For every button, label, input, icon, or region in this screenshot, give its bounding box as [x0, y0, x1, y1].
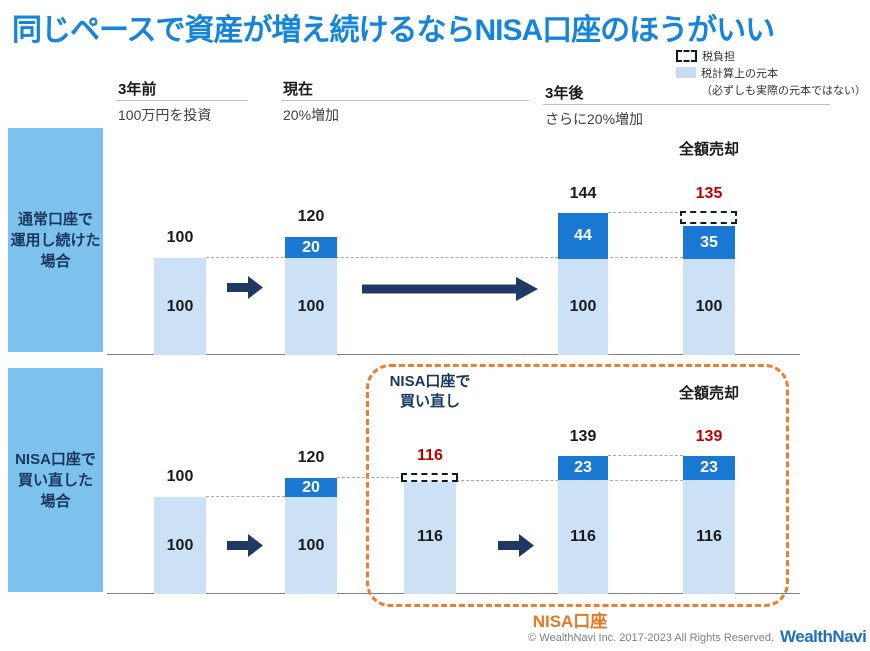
tax-burden-swatch-icon — [676, 49, 697, 62]
legend-tax-label: 税負担 — [702, 50, 735, 63]
bar-gain-segment: 23 — [683, 456, 735, 480]
guide-144-level-top — [608, 212, 683, 213]
row2-label-line1: NISA口座で — [15, 450, 96, 468]
sell-all-label-top: 全額売却 — [678, 141, 739, 158]
nisa-frame-caption: NISA口座 — [532, 612, 608, 631]
row2-label-line3: 場合 — [40, 492, 71, 510]
legend-tax-row: 税負担 — [676, 47, 735, 65]
timeline-col1-desc: 100万円を投資 — [118, 107, 212, 123]
nisa-account-frame — [366, 364, 789, 607]
bar-value-label-highlight: 139 — [695, 428, 723, 445]
row2-label-line2: 買い直した — [17, 471, 93, 489]
bar-principal-segment: 100 — [285, 258, 337, 355]
segment-value: 23 — [574, 459, 592, 476]
segment-value: 116 — [417, 528, 443, 545]
segment-value: 100 — [695, 298, 723, 315]
segment-value: 100 — [297, 536, 325, 554]
timeline-col3-underline — [543, 104, 830, 105]
segment-value: 100 — [166, 536, 194, 554]
timeline-col3-desc: さらに20%増加 — [545, 111, 644, 127]
bar-value-label: 120 — [297, 449, 325, 466]
guide-100-level-top — [206, 257, 683, 258]
segment-value: 116 — [570, 528, 596, 545]
row-label-normal-account: 通常口座で 運用し続けた 場合 — [8, 128, 103, 352]
tax-burden-box — [680, 211, 737, 224]
bar-gain-segment: 35 — [683, 226, 735, 259]
page-title: 同じペースで資産が増え続けるならNISA口座のほうがいい — [12, 14, 775, 47]
row1-label-line3: 場合 — [40, 252, 71, 270]
segment-value: 44 — [574, 227, 592, 244]
bar-gain-segment: 23 — [558, 456, 608, 480]
timeline-col2-underline — [281, 100, 529, 101]
legend-principal-note: （必ずしも実際の元本ではない） — [701, 85, 866, 97]
rebuy-label-line1: NISA口座で — [389, 373, 471, 390]
arrow-right-icon — [227, 276, 263, 299]
row1-label-line1: 通常口座で — [17, 210, 93, 228]
segment-value: 35 — [700, 233, 718, 251]
arrow-right-icon — [498, 534, 534, 557]
row-label-nisa-account: NISA口座で 買い直した 場合 — [8, 368, 103, 592]
segment-value: 23 — [700, 459, 718, 476]
rebuy-label-line2: 買い直し — [399, 393, 460, 411]
segment-value: 20 — [302, 478, 320, 496]
bar-principal-segment: 100 — [558, 259, 608, 355]
bar-value-label: 100 — [166, 468, 194, 485]
segment-value: 20 — [302, 238, 320, 256]
bar-principal-segment: 116 — [558, 480, 608, 594]
legend-principal-label: 税計算上の元本 — [701, 67, 778, 80]
timeline-col2-label: 現在 — [283, 81, 314, 98]
guide-100-level-bottom — [206, 496, 285, 497]
bar-gain-segment: 20 — [285, 478, 337, 497]
guide-120-level-bottom — [337, 477, 404, 478]
principal-swatch-icon — [676, 67, 696, 79]
segment-value: 100 — [569, 298, 597, 315]
bar-value-label-highlight: 116 — [417, 447, 443, 464]
guide-139-level-bottom — [608, 455, 683, 456]
legend-principal-row: 税計算上の元本 （必ずしも実際の元本ではない） — [676, 64, 866, 98]
tax-burden-box — [401, 473, 458, 482]
rebuy-label: NISA口座で 買い直し — [370, 372, 490, 413]
bar-value-label: 139 — [569, 428, 597, 445]
segment-value: 100 — [297, 297, 325, 315]
bar-principal-segment: 116 — [683, 480, 735, 594]
bar-value-label: 100 — [166, 229, 194, 246]
arrow-right-icon — [227, 534, 263, 557]
timeline-col1-underline — [116, 100, 248, 101]
timeline-col2-desc: 20%増加 — [283, 107, 340, 123]
timeline-col3-label: 3年後 — [545, 85, 584, 102]
bar-principal-segment: 100 — [154, 258, 206, 355]
arrow-right-long-icon — [362, 277, 538, 301]
bar-value-label: 120 — [297, 208, 325, 225]
segment-value: 100 — [166, 297, 194, 315]
bar-value-label: 144 — [569, 185, 597, 202]
bar-principal-segment: 116 — [404, 480, 456, 594]
bar-gain-segment: 44 — [558, 213, 608, 259]
wealthnavi-logo: WealthNavi — [780, 627, 867, 646]
bar-value-label-highlight: 135 — [695, 185, 723, 202]
copyright-text: © WealthNavi Inc. 2017-2023 All Rights R… — [528, 632, 774, 644]
bar-principal-segment: 100 — [285, 497, 337, 594]
row1-baseline — [107, 354, 800, 355]
bar-principal-segment: 100 — [154, 497, 206, 594]
bar-principal-segment: 100 — [683, 259, 735, 355]
bar-gain-segment: 20 — [285, 237, 337, 258]
row1-label-line2: 運用し続けた — [10, 231, 101, 249]
sell-all-label-bottom: 全額売却 — [678, 385, 739, 402]
timeline-col1-label: 3年前 — [118, 81, 157, 98]
segment-value: 116 — [696, 528, 722, 545]
